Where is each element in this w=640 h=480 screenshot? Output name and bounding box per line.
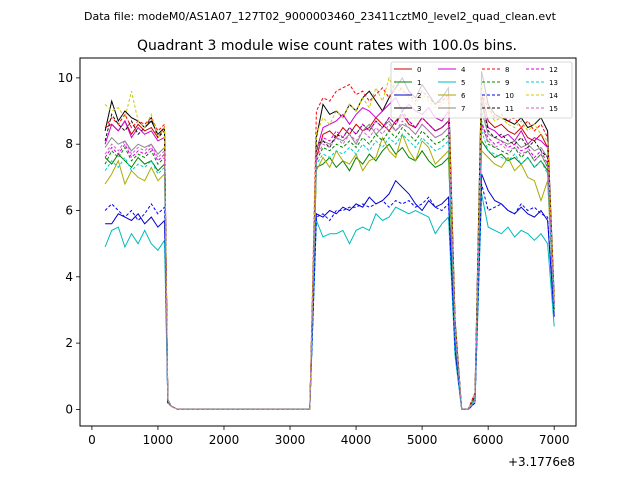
series-line-15 xyxy=(104,120,555,410)
x-tick-label: 5000 xyxy=(407,433,438,447)
legend-label-6: 6 xyxy=(461,92,466,100)
series-line-2 xyxy=(105,173,555,410)
legend-label-5: 5 xyxy=(461,79,465,87)
legend-box xyxy=(390,61,573,119)
legend-label-8: 8 xyxy=(505,66,509,74)
legend-label-10: 10 xyxy=(505,92,514,100)
legend-label-7: 7 xyxy=(461,105,465,113)
series-line-0 xyxy=(104,94,555,410)
x-tick-label: 0 xyxy=(88,433,96,447)
legend-label-13: 13 xyxy=(549,79,558,87)
legend-label-9: 9 xyxy=(505,79,509,87)
series-line-14 xyxy=(104,76,555,410)
series-line-9 xyxy=(104,120,555,410)
y-tick-label: 10 xyxy=(58,71,73,85)
legend-label-3: 3 xyxy=(417,105,421,113)
y-tick-label: 8 xyxy=(65,137,73,151)
series-line-8 xyxy=(104,80,555,410)
x-tick-label: 4000 xyxy=(341,433,372,447)
y-tick-label: 6 xyxy=(65,204,73,218)
chart-title: Quadrant 3 module wise count rates with … xyxy=(137,38,517,54)
series-line-6 xyxy=(104,132,555,410)
y-tick-label: 2 xyxy=(65,336,73,350)
x-axis: 0 1000 2000 3000 4000 5000 6000 7000 xyxy=(88,426,569,447)
legend-label-15: 15 xyxy=(549,105,558,113)
x-tick-label: 2000 xyxy=(209,433,240,447)
legend-label-4: 4 xyxy=(461,66,466,74)
suptitle: Data file: modeM0/AS1A07_127T02_90000034… xyxy=(84,10,557,23)
legend-label-12: 12 xyxy=(549,66,558,74)
legend-label-2: 2 xyxy=(417,92,421,100)
series-layer xyxy=(104,71,555,410)
series-line-5 xyxy=(104,193,555,410)
series-line-1 xyxy=(104,139,555,410)
plot-frame xyxy=(79,57,577,427)
x-tick-label: 6000 xyxy=(473,433,504,447)
series-line-12 xyxy=(104,113,555,410)
y-tick-label: 0 xyxy=(65,402,73,416)
legend-label-14: 14 xyxy=(549,92,558,100)
axis-offset-label: +3.1776e8 xyxy=(508,455,575,469)
legend-label-11: 11 xyxy=(505,105,514,113)
series-line-13 xyxy=(104,130,555,410)
x-tick-label: 3000 xyxy=(275,433,306,447)
x-tick-label: 7000 xyxy=(539,433,570,447)
legend-label-0: 0 xyxy=(417,66,421,74)
legend-label-1: 1 xyxy=(417,79,421,87)
y-axis: 0 2 4 6 8 10 xyxy=(58,71,80,416)
y-tick-label: 4 xyxy=(65,270,73,284)
x-tick-label: 1000 xyxy=(143,433,174,447)
